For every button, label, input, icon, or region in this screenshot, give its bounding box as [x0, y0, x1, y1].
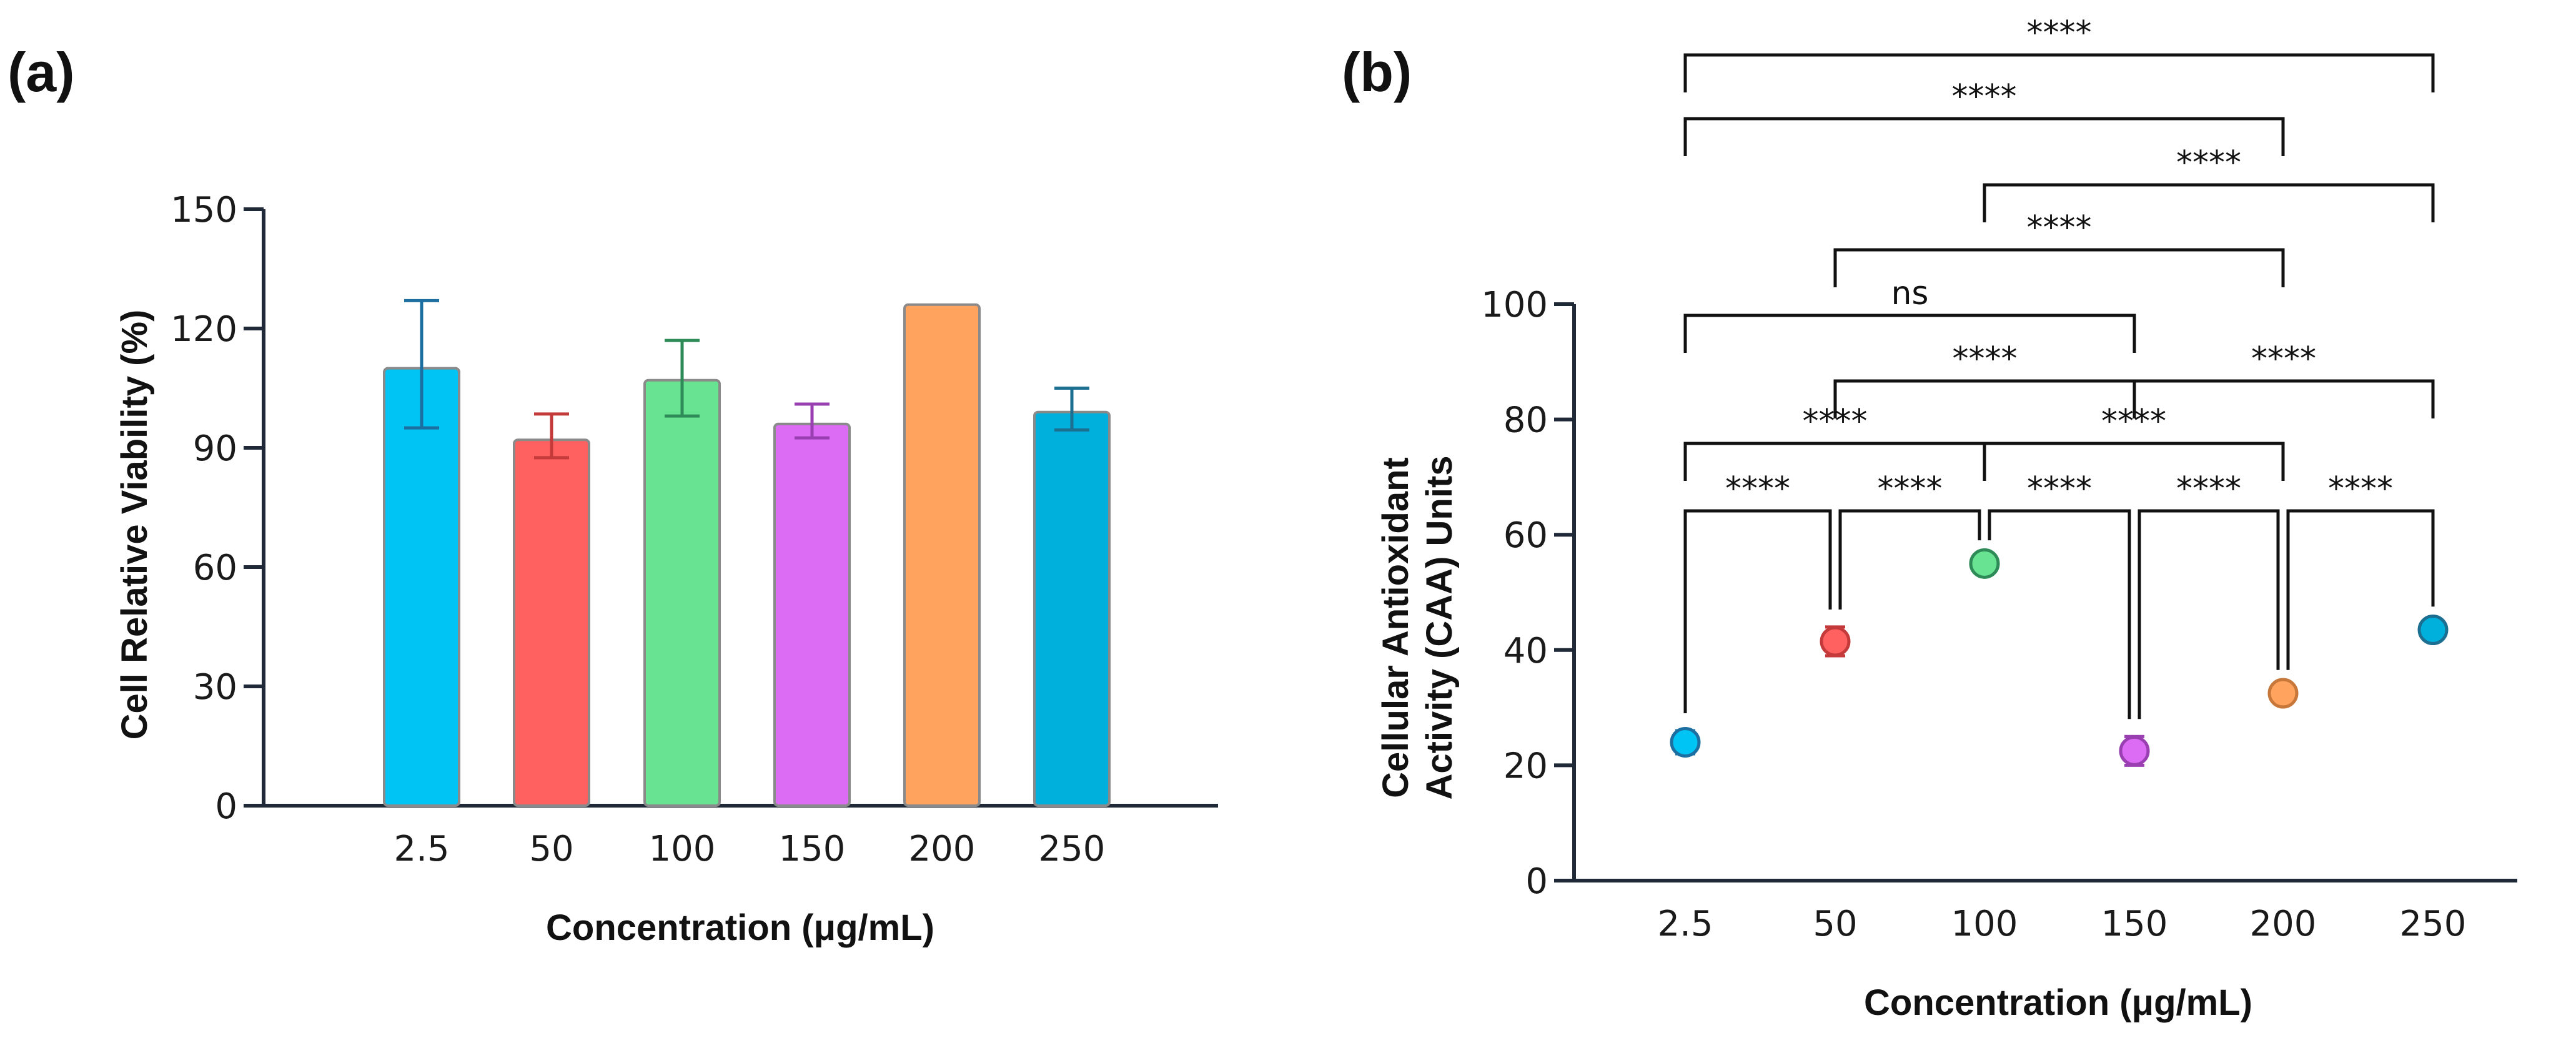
panel-b-y-tick-label: 100	[1481, 285, 1548, 325]
point-150	[2119, 735, 2150, 766]
panel-b-y-tick-label: 20	[1503, 746, 1548, 786]
point-50	[1820, 626, 1851, 657]
panel-b-y-tick-label: 80	[1503, 400, 1548, 441]
sig-label-50-vs-100: ****	[1878, 470, 1943, 508]
sig-bracket-2.5-vs-250	[1683, 53, 2435, 92]
bar-200	[903, 303, 981, 807]
panel-a-y-tick-label: 150	[171, 190, 237, 230]
panel-a-x-axis-title: Concentration (μg/mL)	[546, 907, 934, 948]
panel-b-x-axis-title: Concentration (μg/mL)	[1864, 982, 2252, 1023]
panel-a-x-tick-label: 2.5	[394, 829, 449, 869]
panel-a-x-tick-label: 50	[529, 829, 573, 869]
panel-a-y-tick-label: 90	[193, 428, 237, 469]
panel-b: (b) 0 20 40 60 80 100 **** **** **** **** **** ****…	[1342, 14, 2517, 1023]
panel-a-y-tick-label: 60	[193, 548, 237, 588]
bar-50	[513, 438, 590, 807]
panel-b-x-tick-label: 150	[2101, 904, 2168, 944]
panel-a-y-axis-title: Cell Relative Viability (%)	[114, 310, 155, 740]
panel-a-y-tick-label: 120	[171, 309, 237, 350]
panel-a-y-tick-label: 0	[215, 786, 237, 827]
bar-150	[773, 422, 851, 807]
sig-label-2.5-vs-50: ****	[1725, 470, 1790, 508]
panel-b-y-tick-label: 0	[1525, 861, 1548, 902]
panel-b-x-tick-label: 100	[1951, 904, 2018, 944]
panel-b-y-axis-title: Cellular Antioxidant Activity (CAA) Unit…	[1375, 455, 1460, 799]
panel-a-x-tick-label: 100	[649, 829, 716, 869]
panel-a-x-tick-label: 250	[1039, 829, 1106, 869]
panel-b-x-tick-label: 250	[2400, 904, 2467, 944]
sig-label-2.5-vs-150: ns	[1891, 275, 1928, 312]
panel-a-label: (a)	[7, 41, 75, 103]
sig-bracket-50-vs-200	[1833, 248, 2285, 287]
panel-b-y-tick-label: 60	[1503, 515, 1548, 556]
sig-label-50-vs-200: ****	[2027, 209, 2092, 247]
sig-bracket-100-vs-250	[1983, 183, 2435, 222]
sig-bracket-2.5-vs-150	[1683, 314, 2136, 353]
sig-label-2.5-vs-200: ****	[1952, 78, 2017, 116]
panel-a-x-tick-label: 200	[909, 829, 976, 869]
panel-b-y-axis-title-line1: Cellular Antioxidant	[1375, 457, 1416, 798]
sig-label-2.5-vs-250: ****	[2027, 14, 2092, 52]
panel-a-y-tick-label: 30	[193, 667, 237, 708]
bar-2.5	[383, 367, 460, 807]
sig-bracket-2.5-vs-50	[1683, 509, 1832, 714]
sig-label-100-vs-150: ****	[2027, 470, 2092, 508]
panel-a: (a) 0 30 60 90 120 150 2.5 50 100 150 200 250 Conce…	[7, 41, 1218, 948]
sig-bracket-2.5-vs-200	[1683, 117, 2285, 156]
panel-b-x-tick-label: 200	[2250, 904, 2317, 944]
point-200	[2267, 678, 2299, 709]
sig-label-50-vs-150: ****	[1953, 340, 2018, 378]
panel-b-x-tick-label: 50	[1813, 904, 1857, 944]
sig-label-200-vs-250: ****	[2328, 470, 2393, 508]
sig-label-150-vs-200: ****	[2176, 470, 2241, 508]
panel-b-y-axis-title-line2: Activity (CAA) Units	[1419, 455, 1460, 799]
sig-bracket-50-vs-150	[1833, 379, 2136, 418]
sig-bracket-50-vs-100	[1838, 509, 1981, 610]
panel-a-x-tick-label: 150	[779, 829, 846, 869]
sig-label-100-vs-250: ****	[2176, 144, 2241, 182]
bar-100	[643, 378, 721, 807]
point-2.5	[1670, 726, 1701, 758]
sig-bracket-150-vs-200	[2138, 509, 2280, 719]
panel-b-y-tick-label: 40	[1503, 631, 1548, 671]
sig-bracket-200-vs-250	[2286, 509, 2435, 670]
sig-bracket-150-vs-250	[2133, 379, 2435, 418]
point-250	[2417, 614, 2449, 645]
panel-b-label: (b)	[1342, 41, 1412, 103]
panel-b-plot-area: 0 20 40 60 80 100 **** **** **** **** **** **** ****…	[1481, 14, 2517, 944]
sig-bracket-100-vs-200	[1983, 442, 2285, 481]
panel-b-x-tick-label: 2.5	[1657, 904, 1713, 944]
point-100	[1969, 548, 2000, 579]
sig-label-150-vs-250: ****	[2251, 340, 2316, 378]
bar-250	[1033, 410, 1111, 807]
sig-bracket-100-vs-150	[1988, 509, 2131, 719]
panel-a-plot-area: 0 30 60 90 120 150 2.5 50 100 150 200 250	[171, 190, 1218, 869]
